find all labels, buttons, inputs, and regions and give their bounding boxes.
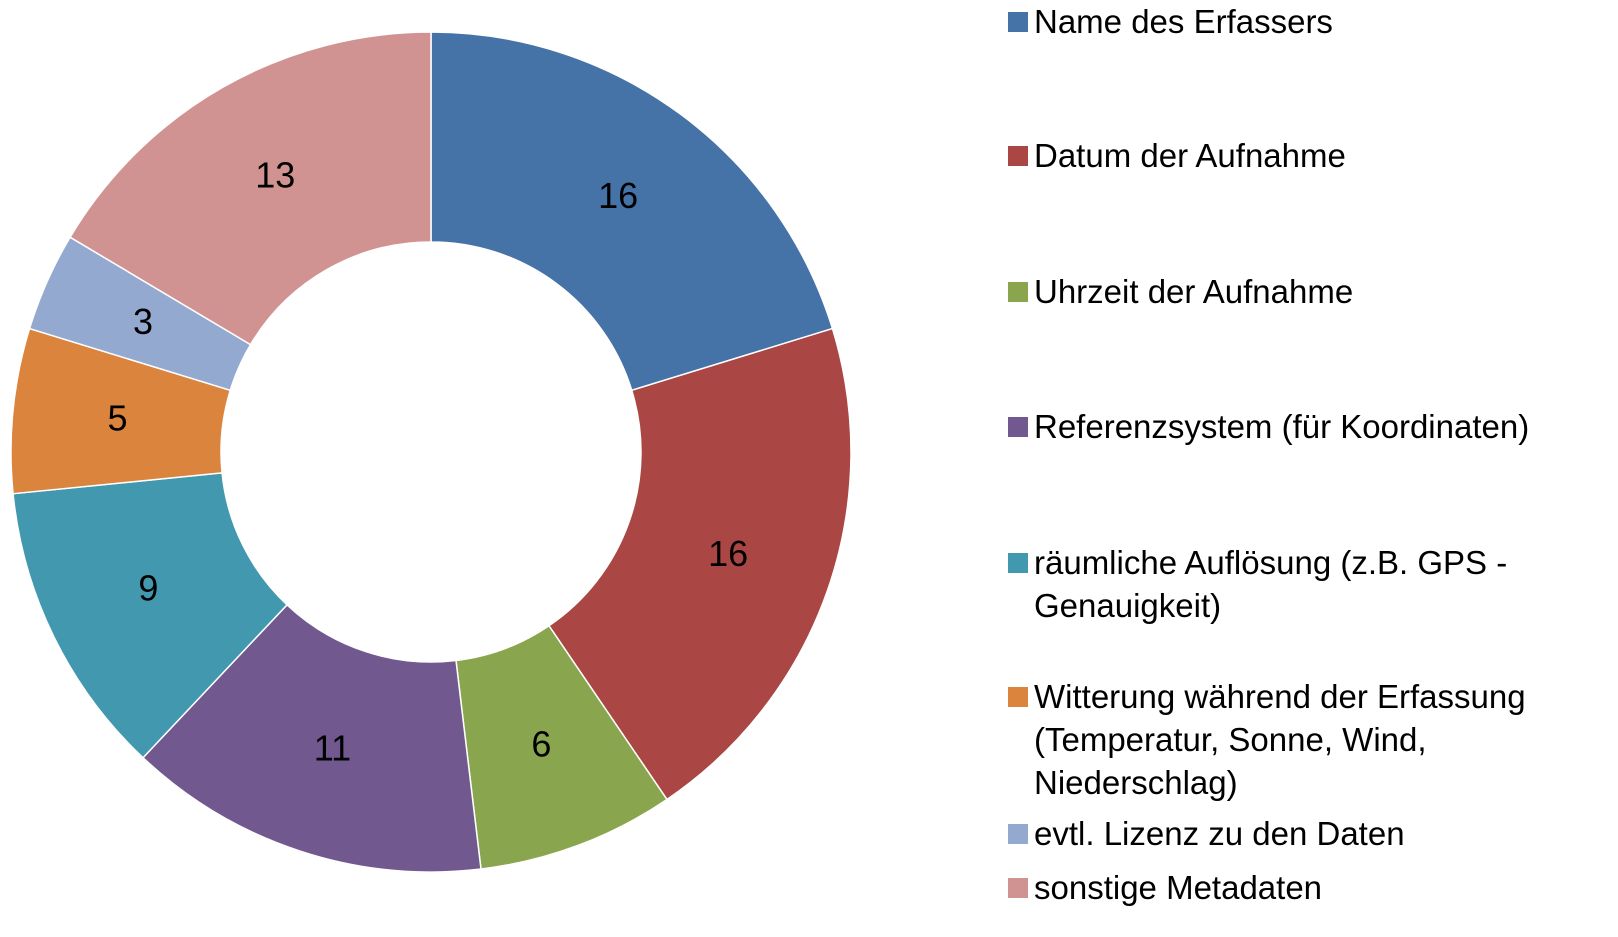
slice — [430, 31, 834, 392]
slice-label: 13 — [255, 155, 295, 196]
legend-label: Referenzsystem (für Koordinaten) — [1034, 408, 1530, 445]
donut: 16 16 6 11 9 5 3 13 — [10, 31, 852, 873]
legend-label: Uhrzeit der Aufnahme — [1034, 273, 1354, 310]
slice-label: 9 — [138, 568, 158, 609]
legend-label: evtl. Lizenz zu den Daten — [1034, 815, 1405, 852]
slice — [12, 472, 289, 759]
slice-label: 16 — [598, 175, 638, 216]
legend-item: evtl. Lizenz zu den Daten — [1008, 812, 1568, 855]
legend-swatch — [1008, 417, 1028, 437]
legend-item: sonstige Metadaten — [1008, 866, 1568, 909]
legend-item: Witterung während der Erfassung (Tempera… — [1008, 675, 1568, 804]
legend-swatch — [1008, 878, 1028, 898]
legend-swatch — [1008, 553, 1028, 573]
slice-label: 6 — [531, 724, 551, 765]
legend-item: Referenzsystem (für Koordinaten) — [1008, 405, 1568, 448]
legend-label: Datum der Aufnahme — [1034, 137, 1346, 174]
slice-label: 16 — [708, 533, 748, 574]
slice — [69, 31, 432, 346]
legend-label: Name des Erfassers — [1034, 3, 1333, 40]
legend-label: sonstige Metadaten — [1034, 869, 1323, 906]
slice-label: 5 — [108, 397, 128, 438]
slice-label: 11 — [314, 728, 351, 769]
legend-swatch — [1008, 12, 1028, 32]
slice — [141, 603, 482, 873]
legend-item: Datum der Aufnahme — [1008, 134, 1568, 177]
slice-label: 3 — [133, 301, 153, 342]
slice — [547, 327, 852, 801]
legend-swatch — [1008, 282, 1028, 302]
legend-swatch — [1008, 824, 1028, 844]
legend-label: Witterung während der Erfassung (Tempera… — [1034, 678, 1526, 801]
legend-swatch — [1008, 687, 1028, 707]
legend-item: Name des Erfassers — [1008, 0, 1568, 43]
legend-swatch — [1008, 146, 1028, 166]
legend-item: Uhrzeit der Aufnahme — [1008, 270, 1568, 313]
legend-item: räumliche Auflösung (z.B. GPS - Genauigk… — [1008, 541, 1568, 627]
legend-label: räumliche Auflösung (z.B. GPS - Genauigk… — [1034, 544, 1508, 624]
